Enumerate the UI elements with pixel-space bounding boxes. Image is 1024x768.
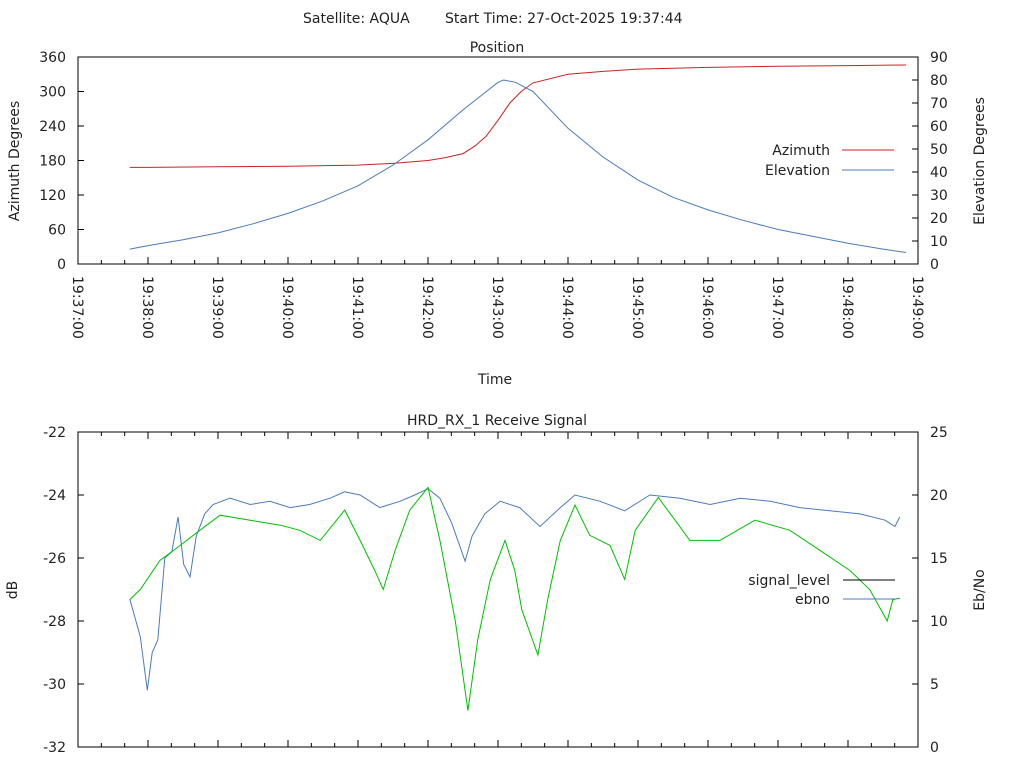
position-plot-frame xyxy=(77,56,919,265)
series-line-ebno xyxy=(129,486,900,711)
signal-plot-frame xyxy=(77,431,919,748)
signal-ylabel: dB xyxy=(5,581,21,600)
position-y2tick-label: 90 xyxy=(930,50,948,66)
position-y2tick-label: 70 xyxy=(930,96,948,112)
signal-ytick-label: -28 xyxy=(43,614,66,630)
signal-title: HRD_RX_1 Receive Signal xyxy=(407,413,587,429)
position-ytick-label: 240 xyxy=(39,119,66,135)
legend-signal-label: signal_level xyxy=(748,573,830,589)
position-xtick-label: 19:49:00 xyxy=(909,276,925,339)
position-y2tick-label: 80 xyxy=(930,73,948,89)
position-y2label: Elevation Degrees xyxy=(972,97,988,225)
position-y2tick-label: 60 xyxy=(930,119,948,135)
position-y2tick-label: 0 xyxy=(930,257,939,273)
position-y2tick-label: 10 xyxy=(930,234,948,250)
position-xtick-label: 19:47:00 xyxy=(769,276,785,339)
position-xtick-label: 19:37:00 xyxy=(69,276,85,339)
legend-elevation-label: Elevation xyxy=(765,163,830,179)
signal-y2tick-label: 0 xyxy=(930,740,939,756)
position-ytick-label: 60 xyxy=(48,223,66,239)
series-line-azimuth xyxy=(129,64,907,168)
position-xtick-label: 19:39:00 xyxy=(209,276,225,339)
position-y2tick-label: 40 xyxy=(930,165,948,181)
header-satellite: Satellite: AQUA xyxy=(303,11,410,27)
signal-ytick-label: -30 xyxy=(43,677,66,693)
position-xtick-label: 19:44:00 xyxy=(559,276,575,339)
signal-ytick-label: -32 xyxy=(43,740,66,756)
signal-y2label: Eb/No xyxy=(972,569,988,611)
signal-y2tick-label: 25 xyxy=(930,425,948,441)
position-ytick-label: 300 xyxy=(39,85,66,101)
position-ytick-label: 360 xyxy=(39,50,66,66)
position-xtick-label: 19:38:00 xyxy=(139,276,155,339)
position-xtick-label: 19:48:00 xyxy=(839,276,855,339)
position-y2tick-label: 30 xyxy=(930,188,948,204)
header-start-time: Start Time: 27-Oct-2025 19:37:44 xyxy=(445,11,683,27)
signal-y2tick-label: 15 xyxy=(930,551,948,567)
position-ytick-label: 180 xyxy=(39,154,66,170)
signal-ytick-label: -22 xyxy=(43,425,66,441)
series-line-elevation xyxy=(129,79,907,253)
position-xtick-label: 19:41:00 xyxy=(349,276,365,339)
legend-ebno-label: ebno xyxy=(795,592,830,608)
series-line-signal-level xyxy=(129,488,901,691)
position-xtick-label: 19:40:00 xyxy=(279,276,295,339)
signal-y2tick-label: 5 xyxy=(930,677,939,693)
signal-ytick-label: -26 xyxy=(43,551,66,567)
signal-ytick-label: -24 xyxy=(43,488,66,504)
signal-chart: HRD_RX_1 Receive Signal dB Eb/No -32 -30 -… xyxy=(5,413,988,756)
position-xtick-label: 19:43:00 xyxy=(489,276,505,339)
position-xlabel: Time xyxy=(477,372,512,388)
signal-y2tick-label: 10 xyxy=(930,614,948,630)
position-title: Position xyxy=(470,40,525,56)
position-xtick-label: 19:45:00 xyxy=(629,276,645,339)
legend-azimuth-label: Azimuth xyxy=(772,143,830,159)
position-chart: Position Azimuth Degrees Elevation Degre… xyxy=(7,40,988,388)
position-xtick-label: 19:46:00 xyxy=(699,276,715,339)
position-ytick-label: 120 xyxy=(39,188,66,204)
position-xtick-label: 19:42:00 xyxy=(419,276,435,339)
position-ylabel: Azimuth Degrees xyxy=(7,101,23,221)
position-y2tick-label: 20 xyxy=(930,211,948,227)
position-ytick-label: 0 xyxy=(57,257,66,273)
position-y2tick-label: 50 xyxy=(930,142,948,158)
signal-y2tick-label: 20 xyxy=(930,488,948,504)
